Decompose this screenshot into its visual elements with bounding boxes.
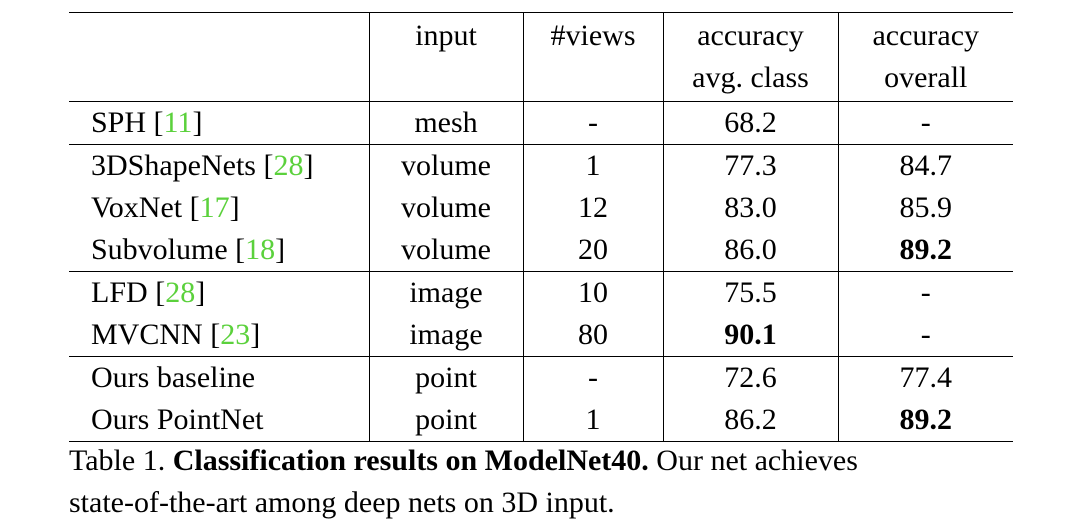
input-cell: image	[368, 314, 523, 357]
header-row-1: input #views accuracy accuracy	[69, 12, 1013, 57]
header-views-empty	[522, 57, 663, 102]
accuracy-class-cell: 86.0	[662, 229, 838, 272]
citation-link[interactable]: 28	[273, 149, 304, 182]
input-cell: point	[368, 399, 523, 442]
citation-link[interactable]: 11	[163, 106, 193, 139]
header-accuracy-overall-line1: accuracy	[837, 12, 1013, 57]
method-cell: MVCNN [23]	[91, 318, 261, 351]
input-cell: volume	[368, 187, 523, 229]
views-cell: -	[522, 101, 663, 145]
results-table-container: input #views accuracy accuracy avg. clas…	[69, 12, 1013, 442]
accuracy-class-cell: 75.5	[662, 271, 838, 314]
caption-label: Table 1.	[69, 444, 166, 477]
method-cell: 3DShapeNets [28]	[69, 144, 369, 187]
accuracy-overall-cell: -	[837, 101, 1013, 145]
citation-link[interactable]: 18	[245, 233, 276, 266]
accuracy-overall-cell: 85.9	[837, 187, 1013, 229]
views-cell: 20	[522, 229, 663, 272]
views-cell: 12	[522, 187, 663, 229]
header-row-2: avg. class overall	[69, 57, 1013, 102]
method-name: 3DShapeNets	[91, 149, 256, 182]
table-row: Subvolume [18] volume 20 86.0 89.2	[69, 229, 1013, 272]
views-cell: 1	[522, 144, 663, 187]
method-cell: LFD [28]	[69, 271, 369, 314]
input-cell: image	[368, 271, 523, 314]
table-row: Ours PointNet point 1 86.2 89.2	[69, 399, 1013, 442]
accuracy-class-cell: 83.0	[662, 187, 838, 229]
views-cell: 10	[522, 271, 663, 314]
input-cell: mesh	[368, 101, 523, 145]
method-cell: Subvolume [18]	[91, 233, 286, 266]
citation-link[interactable]: 28	[165, 276, 196, 309]
accuracy-overall-cell: 77.4	[837, 356, 1013, 399]
table-row: SPH [11] mesh - 68.2 -	[69, 101, 1013, 145]
method-cell: VoxNet [17]	[91, 191, 240, 224]
method-name: Ours PointNet	[91, 403, 264, 436]
accuracy-overall-cell: -	[837, 271, 1013, 314]
table-caption: Table 1. Classification results on Model…	[69, 440, 1029, 524]
input-cell: volume	[368, 144, 523, 187]
header-input-empty	[368, 57, 523, 102]
method-name: MVCNN	[91, 318, 203, 351]
views-cell: 1	[522, 399, 663, 442]
table-row: 3DShapeNets [28] volume 1 77.3 84.7	[69, 144, 1013, 187]
table-row: LFD [28] image 10 75.5 -	[69, 271, 1013, 314]
header-method-empty	[69, 12, 369, 57]
views-cell: 80	[522, 314, 663, 357]
input-cell: point	[368, 356, 523, 399]
accuracy-overall-cell: -	[837, 314, 1013, 357]
caption-text-line1: Our net achieves	[656, 444, 858, 477]
classification-results-table: input #views accuracy accuracy avg. clas…	[69, 12, 1013, 442]
accuracy-class-cell: 77.3	[662, 144, 838, 187]
header-input: input	[368, 12, 523, 57]
accuracy-overall-cell: 84.7	[837, 144, 1013, 187]
accuracy-overall-cell-best: 89.2	[837, 229, 1013, 272]
caption-text-line2: state-of-the-art among deep nets on 3D i…	[69, 486, 615, 519]
accuracy-class-cell-best: 90.1	[662, 314, 838, 357]
header-accuracy-class-line1: accuracy	[662, 12, 838, 57]
method-cell: Ours baseline	[69, 356, 369, 399]
header-accuracy-class-line2: avg. class	[662, 57, 838, 102]
method-cell: SPH [11]	[69, 101, 369, 145]
method-name: Subvolume	[91, 233, 228, 266]
input-cell: volume	[368, 229, 523, 272]
accuracy-overall-cell-best: 89.2	[837, 399, 1013, 442]
citation-link[interactable]: 17	[199, 191, 230, 224]
table-row: VoxNet [17] volume 12 83.0 85.9	[69, 187, 1013, 229]
method-name: VoxNet	[91, 191, 183, 224]
table-row: MVCNN [23] image 80 90.1 -	[69, 314, 1013, 357]
header-accuracy-overall-line2: overall	[837, 57, 1013, 102]
caption-title: Classification results on ModelNet40.	[172, 444, 649, 477]
citation-link[interactable]: 23	[220, 318, 251, 351]
table-row: Ours baseline point - 72.6 77.4	[69, 356, 1013, 399]
accuracy-class-cell: 72.6	[662, 356, 838, 399]
method-name: SPH	[91, 106, 147, 139]
accuracy-class-cell: 68.2	[662, 101, 838, 145]
accuracy-class-cell: 86.2	[662, 399, 838, 442]
method-name: LFD	[91, 276, 148, 309]
header-views: #views	[522, 12, 663, 57]
method-name: Ours baseline	[91, 361, 256, 394]
header-method-empty-2	[69, 57, 369, 102]
method-cell: Ours PointNet	[69, 399, 369, 442]
views-cell: -	[522, 356, 663, 399]
